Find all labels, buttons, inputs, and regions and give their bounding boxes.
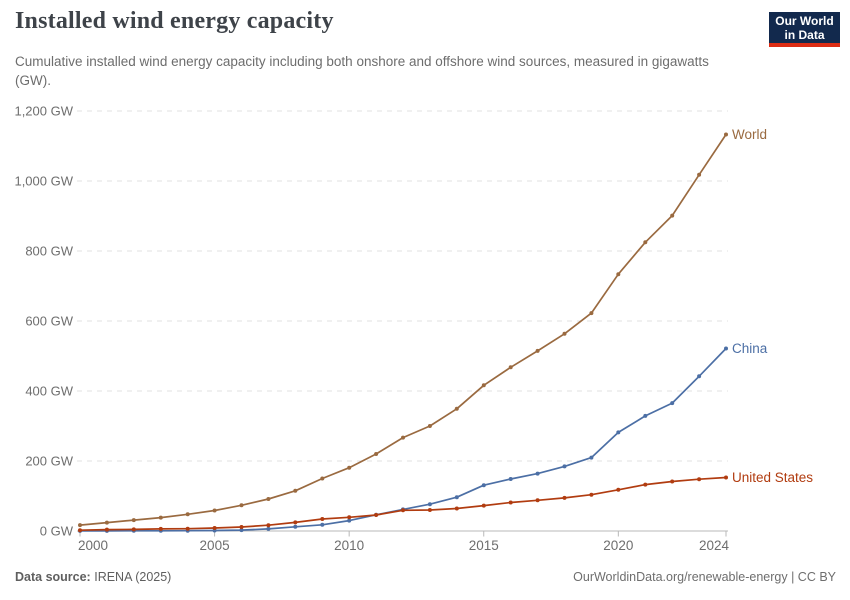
series-label-world: World xyxy=(732,127,767,142)
series-dot-world xyxy=(616,272,621,277)
owid-logo-line1: Our World xyxy=(775,13,834,28)
series-dot-china xyxy=(266,526,271,531)
owid-logo[interactable]: Our World in Data xyxy=(769,12,840,47)
series-dot-world xyxy=(427,424,432,428)
y-tick-label: 400 GW xyxy=(25,384,73,399)
series-dot-world xyxy=(454,406,459,411)
series-dot-united-states xyxy=(320,517,325,521)
series-dot-united-states xyxy=(401,508,405,513)
series-dot-world xyxy=(481,383,486,388)
series-dot-china xyxy=(481,483,486,488)
x-tick-label: 2010 xyxy=(334,538,364,553)
series-dot-united-states xyxy=(670,479,675,484)
series-dot-united-states xyxy=(616,487,621,492)
series-dot-world xyxy=(266,497,271,501)
series-dot-united-states xyxy=(347,515,352,520)
series-dot-united-states xyxy=(589,492,594,497)
series-dot-china xyxy=(562,464,567,469)
data-source-note: Data source: IRENA (2025) xyxy=(15,570,171,584)
series-line-world xyxy=(79,134,727,526)
series-dot-world xyxy=(562,331,567,336)
y-tick-label: 200 GW xyxy=(25,454,73,469)
series-dot-world xyxy=(239,503,244,508)
series-dot-world xyxy=(347,465,352,470)
series-dot-china xyxy=(454,495,459,500)
series-dot-united-states xyxy=(131,527,136,532)
series-dot-united-states xyxy=(535,498,540,503)
attribution-link[interactable]: OurWorldinData.org/renewable-energy | CC… xyxy=(573,570,836,584)
series-dot-united-states xyxy=(239,525,244,529)
series-label-united-states: United States xyxy=(732,470,813,485)
series-dot-united-states xyxy=(104,527,109,532)
series-dot-world xyxy=(589,311,594,316)
series-dot-world xyxy=(535,348,540,353)
series-dot-world xyxy=(643,240,648,245)
series-dot-world xyxy=(293,488,298,493)
series-dot-china xyxy=(427,502,432,507)
chart-subtitle: Cumulative installed wind energy capacit… xyxy=(15,54,709,88)
series-dot-china xyxy=(724,346,728,351)
series-dot-united-states xyxy=(697,477,702,482)
series-dot-china xyxy=(239,528,244,533)
series-dot-united-states xyxy=(78,528,82,533)
series-line-china xyxy=(80,347,727,532)
series-dot-world xyxy=(212,508,217,513)
y-tick-label: 600 GW xyxy=(25,314,73,329)
series-dot-united-states xyxy=(374,513,379,517)
series-dot-china xyxy=(670,401,675,406)
data-source-label: Data source: xyxy=(15,570,91,584)
series-dot-china xyxy=(616,430,621,435)
series-dot-united-states xyxy=(454,506,459,511)
series-dot-united-states xyxy=(185,526,190,531)
series-dot-china xyxy=(347,518,352,523)
series-dot-world xyxy=(158,515,163,520)
series-dot-china xyxy=(293,524,298,529)
series-dot-united-states xyxy=(266,523,271,528)
series-dot-china xyxy=(589,455,594,460)
series-dot-united-states xyxy=(158,526,163,531)
x-tick-label: 2005 xyxy=(200,538,230,553)
series-dot-world xyxy=(320,476,325,481)
y-tick-label: 800 GW xyxy=(25,244,73,259)
series-dot-world xyxy=(104,520,109,525)
series-dot-china xyxy=(697,374,702,379)
x-tick-label: 2000 xyxy=(78,538,108,553)
x-tick-label: 2020 xyxy=(603,538,633,553)
series-dot-world xyxy=(131,518,136,523)
series-dot-china xyxy=(320,522,325,527)
y-tick-label: 0 GW xyxy=(40,524,74,539)
y-tick-label: 1,000 GW xyxy=(14,174,73,189)
series-dot-china xyxy=(643,413,648,418)
series-dot-world xyxy=(697,172,702,177)
series-dot-world xyxy=(401,435,405,440)
data-source-value: IRENA (2025) xyxy=(94,570,172,584)
page-title: Installed wind energy capacity xyxy=(15,8,334,34)
series-dot-china xyxy=(535,471,540,476)
owid-logo-line2: in Data xyxy=(784,27,825,42)
series-dot-united-states xyxy=(427,508,432,512)
y-tick-label: 1,200 GW xyxy=(14,104,73,119)
series-dot-world xyxy=(78,523,82,528)
x-tick-label: 2024 xyxy=(699,538,730,553)
series-line-united-states xyxy=(79,476,727,532)
x-tick-label: 2015 xyxy=(469,538,499,553)
series-label-china: China xyxy=(732,341,768,356)
series-dot-world xyxy=(670,213,675,218)
series-dot-world xyxy=(185,512,190,517)
series-dot-china xyxy=(508,477,513,481)
series-dot-united-states xyxy=(724,475,728,480)
series-dot-world xyxy=(374,452,379,456)
series-dot-united-states xyxy=(508,500,513,505)
series-dot-united-states xyxy=(293,520,298,525)
series-dot-united-states xyxy=(212,526,217,530)
series-dot-united-states xyxy=(643,482,648,487)
series-dot-world xyxy=(724,132,728,137)
series-dot-united-states xyxy=(481,503,486,508)
series-dot-world xyxy=(508,365,513,370)
series-dot-united-states xyxy=(562,495,567,500)
